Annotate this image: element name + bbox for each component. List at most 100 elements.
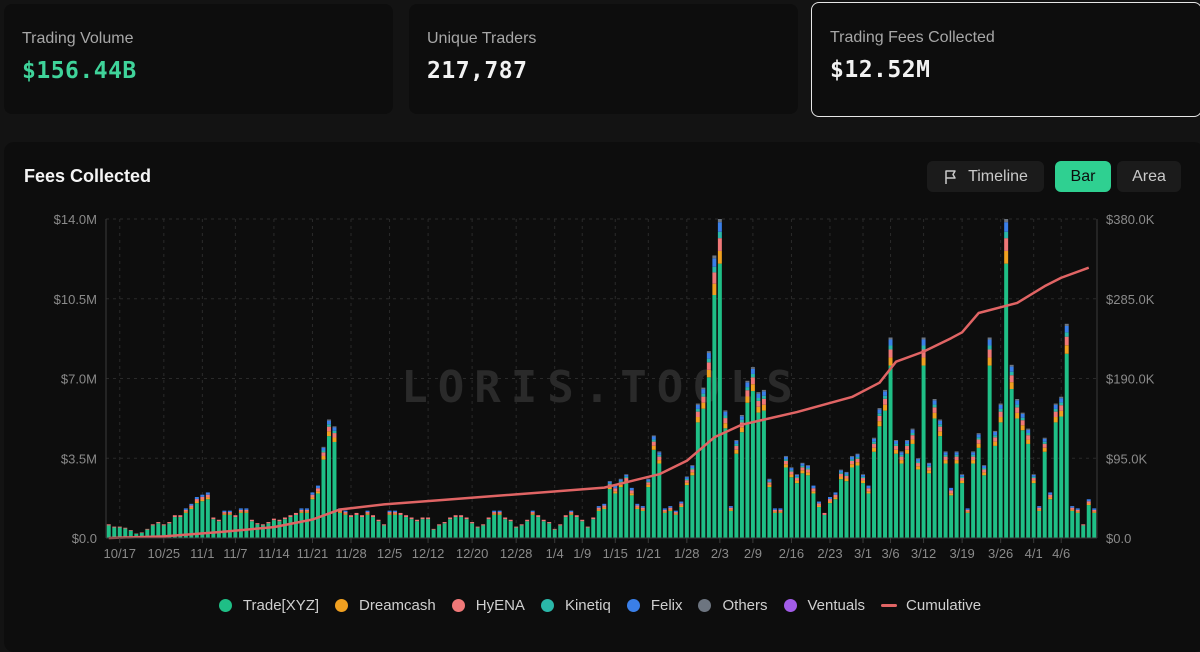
bar-segment-felix	[388, 511, 392, 512]
bar-segment-kinetiq	[762, 396, 766, 399]
bar-stack	[701, 388, 705, 538]
bar-segment-hyena	[470, 522, 474, 523]
bar-stack	[900, 451, 904, 538]
bar-segment-hyena	[894, 446, 898, 450]
bar-segment-dreamcash	[492, 514, 496, 515]
legend-dreamcash[interactable]: Dreamcash	[335, 597, 436, 614]
bar-segment-trade_xyz	[410, 519, 414, 538]
legend-ventuals[interactable]: Ventuals	[784, 597, 866, 614]
bar-segment-kinetiq	[1032, 477, 1036, 478]
bar-segment-dreamcash	[922, 358, 926, 366]
bar-segment-hyena	[162, 524, 166, 525]
bar-segment-dreamcash	[789, 474, 793, 477]
bar-stack	[949, 488, 953, 538]
bar-segment-hyena	[531, 512, 535, 514]
bar-segment-dreamcash	[889, 358, 893, 366]
bar-stack	[602, 504, 606, 538]
bar-segment-dreamcash	[641, 510, 645, 511]
bar-segment-trade_xyz	[751, 391, 755, 538]
bar-segment-hyena	[933, 407, 937, 413]
bar-segment-dreamcash	[718, 251, 722, 264]
bar-stack	[531, 511, 535, 538]
legend-kinetiq[interactable]: Kinetiq	[541, 597, 611, 614]
bar-segment-hyena	[476, 527, 480, 528]
bar-segment-hyena	[388, 512, 392, 514]
bar-stack	[955, 451, 959, 538]
bar-segment-hyena	[993, 437, 997, 441]
x-tick-label: 12/12	[412, 546, 445, 561]
bar-segment-hyena	[701, 397, 705, 403]
bar-stack	[377, 520, 381, 538]
bar-segment-hyena	[1026, 435, 1030, 439]
bar-segment-kinetiq	[795, 477, 799, 478]
bar-stack	[564, 515, 568, 538]
x-tick-label: 11/1	[190, 546, 214, 561]
bar-stack	[536, 515, 540, 538]
bar-segment-trade_xyz	[933, 418, 937, 538]
bar-segment-dreamcash	[668, 510, 672, 511]
bar-segment-hyena	[294, 513, 298, 515]
bar-segment-kinetiq	[993, 435, 997, 437]
bar-segment-trade_xyz	[685, 485, 689, 538]
bar-segment-hyena	[1081, 524, 1085, 525]
legend-cumulative[interactable]: Cumulative	[881, 597, 981, 614]
bar-segment-trade_xyz	[729, 511, 733, 538]
bar-stack	[542, 520, 546, 538]
bar-segment-dreamcash	[338, 512, 342, 513]
legend-hyena[interactable]: HyENA	[452, 597, 525, 614]
bar-segment-dreamcash	[999, 417, 1003, 422]
bar-stack	[927, 463, 931, 538]
bar-segment-dreamcash	[657, 460, 661, 463]
bar-segment-dreamcash	[971, 460, 975, 463]
bar-segment-felix	[1087, 499, 1091, 501]
bar-segment-others	[1032, 474, 1036, 475]
bar-stack	[723, 410, 727, 538]
bar-segment-trade_xyz	[652, 450, 656, 538]
bar-segment-dreamcash	[239, 512, 243, 513]
legend-trade-xyz[interactable]: Trade[XYZ]	[219, 597, 319, 614]
bar-segment-hyena	[982, 469, 986, 472]
bar-segment-trade_xyz	[360, 517, 364, 538]
bar-segment-trade_xyz	[1065, 354, 1069, 538]
bar-segment-kinetiq	[845, 475, 849, 476]
bar-segment-hyena	[332, 433, 336, 437]
bar-segment-trade_xyz	[1054, 422, 1058, 538]
bar-stack	[872, 438, 876, 538]
bar-segment-trade_xyz	[107, 525, 111, 538]
bar-segment-dreamcash	[905, 450, 909, 454]
x-tick-label: 12/28	[500, 546, 533, 561]
bar-segment-kinetiq	[784, 459, 788, 461]
bar-segment-hyena	[437, 524, 441, 525]
bar-stack	[646, 479, 650, 538]
bar-segment-dreamcash	[206, 497, 210, 499]
bar-segment-felix	[366, 511, 370, 512]
bar-segment-hyena	[613, 488, 617, 491]
bar-segment-kinetiq	[889, 346, 893, 350]
bar-segment-dreamcash	[883, 405, 887, 411]
bar-segment-trade_xyz	[1026, 444, 1030, 538]
bar-segment-hyena	[536, 515, 540, 517]
legend-felix[interactable]: Felix	[627, 597, 683, 614]
bar-segment-hyena	[988, 350, 992, 358]
bar-segment-trade_xyz	[608, 489, 612, 538]
bar-stack	[195, 497, 199, 538]
bar-segment-hyena	[184, 510, 188, 512]
bar-segment-hyena	[145, 529, 149, 530]
bar-segment-felix	[1043, 439, 1047, 442]
bar-segment-hyena	[459, 515, 463, 517]
bar-segment-others	[1054, 404, 1058, 405]
bar-segment-trade_xyz	[283, 519, 287, 538]
bar-segment-felix	[195, 497, 199, 499]
bar-segment-hyena	[624, 478, 628, 481]
bar-segment-others	[784, 456, 788, 457]
bar-segment-trade_xyz	[222, 515, 226, 538]
bar-segment-felix	[668, 506, 672, 508]
bar-segment-hyena	[663, 510, 667, 512]
bar-segment-trade_xyz	[443, 523, 447, 538]
bar-segment-hyena	[845, 476, 849, 479]
legend-others[interactable]: Others	[698, 597, 767, 614]
bar-segment-felix	[800, 464, 804, 466]
bar-stack	[839, 470, 843, 538]
bar-segment-felix	[696, 405, 700, 409]
bar-segment-others	[712, 255, 716, 258]
